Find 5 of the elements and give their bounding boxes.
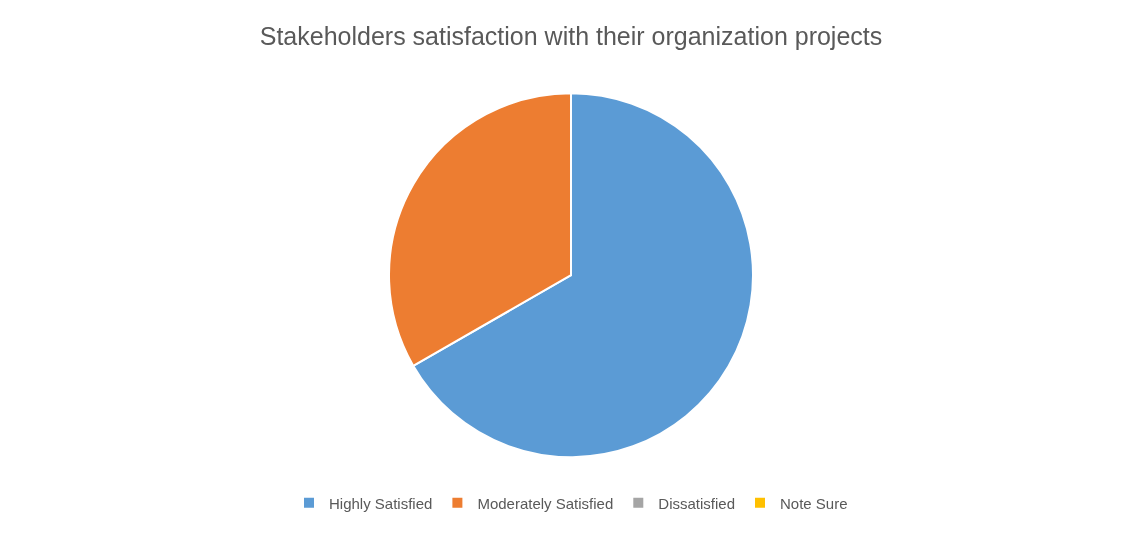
legend-label: Highly Satisfied (329, 494, 433, 512)
chart-title: Stakeholders satisfaction with their organization projects (259, 21, 883, 50)
legend-label: Note Sure (780, 494, 848, 512)
legend-label: Dissatisfied (658, 494, 735, 512)
legend-label: Moderately Satisfied (477, 494, 614, 512)
